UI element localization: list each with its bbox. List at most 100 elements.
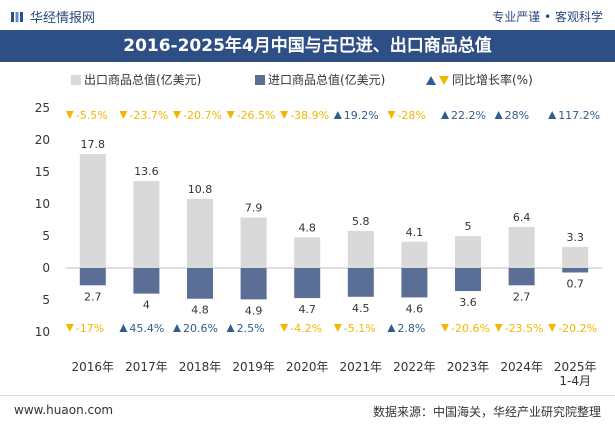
top-bar: 华经情报网 专业严谨 • 客观科学 — [0, 0, 615, 30]
import-bar — [294, 268, 321, 299]
import-bar — [455, 268, 481, 292]
import-growth-label: -20.6% — [451, 322, 490, 335]
import-growth-label: -4.2% — [290, 322, 322, 335]
import-growth-up-icon — [226, 324, 235, 332]
export-growth-label: -5.5% — [76, 109, 108, 122]
export-bar — [455, 236, 481, 268]
x-tick-label: 2025年 — [554, 360, 597, 374]
import-value-label: 3.6 — [459, 296, 477, 309]
export-growth-label: 28% — [505, 109, 529, 122]
x-tick-label: 2017年 — [125, 360, 168, 374]
legend-label-export: 出口商品总值(亿美元) — [84, 72, 201, 87]
x-tick-label: 2024年 — [500, 360, 543, 374]
export-value-label: 17.8 — [81, 138, 106, 151]
export-value-label: 13.6 — [134, 165, 159, 178]
export-bar — [294, 237, 321, 268]
export-bar — [508, 227, 535, 268]
import-growth-down-icon — [548, 324, 557, 332]
export-value-label: 4.1 — [406, 226, 424, 239]
export-growth-up-icon — [441, 111, 449, 119]
import-growth-label: 20.6% — [183, 322, 218, 335]
import-value-label: 2.7 — [84, 290, 102, 303]
legend-swatch-export — [71, 75, 81, 85]
legend-label-import: 进口商品总值(亿美元) — [268, 72, 385, 87]
import-growth-down-icon — [494, 324, 503, 332]
y-tick-label: 0 — [42, 261, 50, 275]
import-growth-label: -20.2% — [558, 322, 597, 335]
y-tick-label: 15 — [35, 165, 50, 179]
export-growth-label: -20.7% — [183, 109, 222, 122]
import-growth-up-icon — [173, 324, 181, 332]
x-tick-label: 2023年 — [447, 360, 490, 374]
import-value-label: 2.7 — [513, 290, 531, 303]
export-growth-down-icon — [226, 111, 235, 119]
x-tick-label: 2022年 — [393, 360, 436, 374]
import-bar — [508, 268, 535, 286]
export-growth-label: -26.5% — [237, 109, 276, 122]
import-bar — [79, 268, 106, 286]
export-bar — [401, 241, 428, 268]
export-growth-label: 19.2% — [344, 109, 379, 122]
x-tick-label: 2018年 — [179, 360, 222, 374]
brand: 华经情报网 — [10, 7, 95, 26]
x-tick-label: 2019年 — [232, 360, 275, 374]
export-bar — [187, 198, 213, 268]
legend-label-growth: 同比增长率(%) — [452, 72, 533, 87]
export-growth-up-icon — [548, 111, 557, 119]
export-value-label: 3.3 — [566, 231, 584, 244]
import-value-label: 4 — [143, 299, 150, 312]
import-growth-up-icon — [119, 324, 128, 332]
import-growth-label: 2.5% — [237, 322, 265, 335]
import-growth-label: 2.8% — [397, 322, 425, 335]
import-value-label: 0.7 — [566, 277, 584, 290]
x-tick-label: 1-4月 — [559, 374, 591, 388]
x-tick-label: 2020年 — [286, 360, 329, 374]
export-growth-down-icon — [119, 111, 128, 119]
export-growth-up-icon — [494, 111, 503, 119]
export-growth-down-icon — [280, 111, 289, 119]
export-growth-down-icon — [387, 111, 396, 119]
data-source: 数据来源：中国海关，华经产业研究院整理 — [372, 405, 601, 419]
import-growth-label: -23.5% — [505, 322, 544, 335]
export-bar — [79, 154, 106, 268]
footer: www.huaon.com 数据来源：中国海关，华经产业研究院整理 — [0, 395, 615, 428]
site-url: www.huaon.com — [14, 403, 114, 417]
y-tick-label: 10 — [35, 197, 50, 211]
import-value-label: 4.5 — [352, 302, 370, 315]
import-growth-down-icon — [441, 324, 449, 332]
export-value-label: 4.8 — [298, 221, 316, 234]
import-growth-label: 45.4% — [129, 322, 164, 335]
y-tick-label: 20 — [35, 133, 50, 147]
import-bar — [240, 268, 267, 300]
x-tick-label: 2021年 — [340, 360, 383, 374]
export-growth-label: -38.9% — [290, 109, 329, 122]
y-tick-label: 25 — [35, 101, 50, 115]
import-bar — [133, 268, 160, 294]
export-growth-label: -23.7% — [129, 109, 168, 122]
y-tick-label: 5 — [42, 293, 50, 307]
export-bar — [240, 217, 267, 268]
brand-name: 华经情报网 — [30, 11, 96, 26]
import-growth-down-icon — [65, 324, 74, 332]
export-growth-down-icon — [65, 111, 74, 119]
export-bar — [562, 246, 589, 268]
export-value-label: 5.8 — [352, 215, 370, 228]
legend-down-triangle-icon — [439, 76, 449, 85]
export-growth-label: 22.2% — [451, 109, 486, 122]
export-bar — [347, 230, 374, 268]
import-value-label: 4.8 — [191, 304, 209, 317]
y-tick-label: 5 — [42, 229, 50, 243]
import-value-label: 4.9 — [245, 304, 263, 317]
export-value-label: 6.4 — [513, 211, 531, 224]
chart-title: 2016-2025年4月中国与古巴进、出口商品总值 — [0, 30, 615, 62]
export-growth-up-icon — [333, 111, 342, 119]
import-bar — [401, 268, 428, 298]
legend-up-triangle-icon — [426, 76, 436, 85]
x-tick-label: 2016年 — [72, 360, 115, 374]
brand-logo-icon — [11, 11, 23, 22]
export-value-label: 7.9 — [245, 201, 263, 214]
chart: 出口商品总值(亿美元) 进口商品总值(亿美元) 同比增长率(%) 25 20 15 10 5 0… — [35, 72, 602, 388]
y-tick-label: 10 — [35, 325, 50, 339]
export-value-label: 10.8 — [188, 183, 213, 196]
export-bar — [133, 180, 160, 268]
